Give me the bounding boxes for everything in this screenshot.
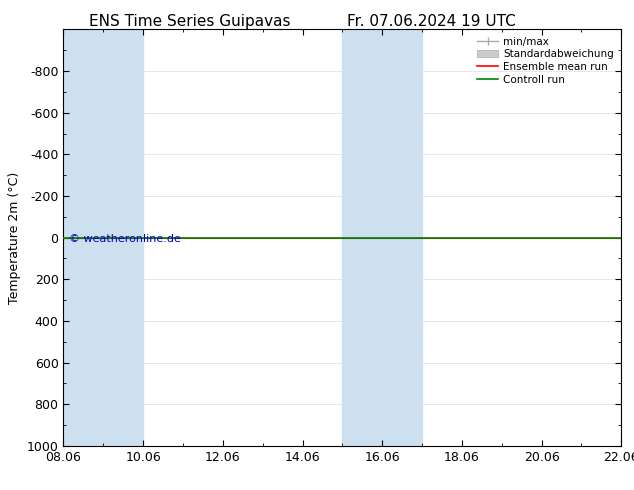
Legend: min/max, Standardabweichung, Ensemble mean run, Controll run: min/max, Standardabweichung, Ensemble me… — [475, 35, 616, 87]
Text: © weatheronline.de: © weatheronline.de — [69, 234, 181, 244]
Bar — [621, 29, 634, 446]
Text: Fr. 07.06.2024 19 UTC: Fr. 07.06.2024 19 UTC — [347, 14, 515, 29]
Bar — [342, 29, 382, 446]
Text: ENS Time Series Guipavas: ENS Time Series Guipavas — [89, 14, 291, 29]
Y-axis label: Temperature 2m (°C): Temperature 2m (°C) — [8, 172, 21, 304]
Bar — [382, 29, 422, 446]
Bar — [103, 29, 143, 446]
Bar — [63, 29, 103, 446]
